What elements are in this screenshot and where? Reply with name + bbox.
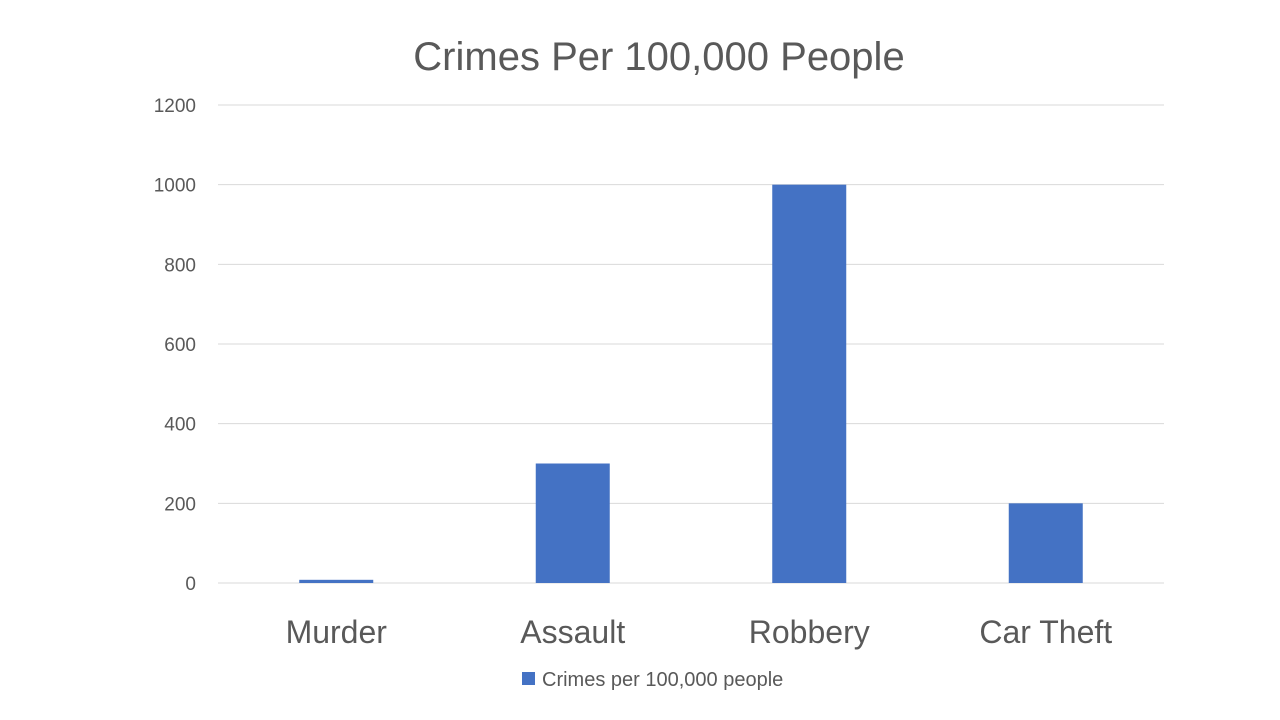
bar-murder <box>299 579 374 583</box>
x-axis-tick-labels: Murder Assault Robbery Car Theft <box>286 614 1113 650</box>
y-tick-label: 800 <box>164 255 196 276</box>
y-tick-label: 0 <box>185 574 196 595</box>
y-tick-label: 1200 <box>154 96 196 117</box>
x-tick-label: Car Theft <box>979 614 1112 650</box>
legend-label: Crimes per 100,000 people <box>542 669 783 691</box>
x-tick-label: Assault <box>520 614 625 650</box>
legend-swatch <box>522 672 535 685</box>
y-tick-label: 600 <box>164 335 196 356</box>
legend: Crimes per 100,000 people <box>522 669 783 691</box>
bar-robbery <box>772 184 847 583</box>
y-tick-label: 400 <box>164 415 196 436</box>
bars <box>299 184 1083 583</box>
bar-car-theft <box>1008 503 1083 583</box>
bar-assault <box>535 463 610 583</box>
x-tick-label: Murder <box>286 614 388 650</box>
y-axis-tick-labels: 0 200 400 600 800 1000 1200 <box>154 96 196 595</box>
gridlines <box>218 104 1164 584</box>
x-tick-label: Robbery <box>749 614 870 650</box>
y-tick-label: 200 <box>164 494 196 515</box>
y-tick-label: 1000 <box>154 176 196 197</box>
chart-title: Crimes Per 100,000 People <box>413 35 904 79</box>
